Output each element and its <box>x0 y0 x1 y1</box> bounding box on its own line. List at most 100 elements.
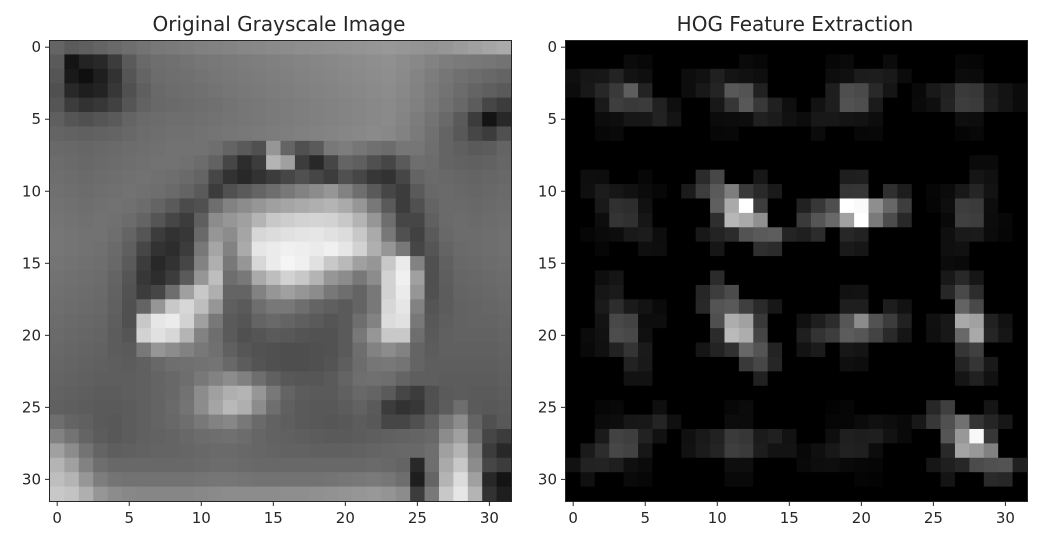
pixel-cell <box>280 54 296 70</box>
pixel-cell <box>496 97 512 113</box>
pixel-cell <box>753 356 769 372</box>
pixel-cell <box>50 126 65 142</box>
pixel-cell <box>64 97 80 113</box>
pixel-cell <box>782 313 797 329</box>
pixel-cell <box>107 169 123 185</box>
pixel-cell <box>338 184 353 199</box>
pixel-cell <box>438 313 454 329</box>
pixel-cell <box>1012 140 1028 156</box>
pixel-cell <box>998 443 1013 459</box>
pixel-cell <box>710 328 725 343</box>
pixel-cell <box>724 472 740 487</box>
pixel-cell <box>165 371 181 387</box>
pixel-cell <box>638 400 653 415</box>
pixel-cell <box>424 342 440 358</box>
pixel-cell <box>453 385 469 401</box>
pixel-cell <box>179 356 195 372</box>
pixel-cell <box>366 256 382 271</box>
pixel-cell <box>50 256 65 271</box>
pixel-cell <box>150 284 166 300</box>
pixel-cell <box>566 472 581 487</box>
pixel-cell <box>738 155 754 171</box>
pixel-cell <box>438 328 454 343</box>
pixel-cell <box>165 443 181 459</box>
pixel-cell <box>926 356 941 372</box>
pixel-cell <box>309 414 325 430</box>
pixel-cell <box>623 284 639 300</box>
pixel-cell <box>150 155 166 171</box>
pixel-cell <box>710 428 725 444</box>
pixel-cell <box>395 457 411 473</box>
pixel-cell <box>78 256 94 271</box>
pixel-cell <box>179 414 195 430</box>
pixel-cell <box>810 198 826 214</box>
pixel-cell <box>50 169 65 185</box>
pixel-cell <box>323 385 339 401</box>
pixel-cell <box>309 241 325 257</box>
pixel-cell <box>724 443 740 459</box>
pixel-cell <box>954 54 970 70</box>
pixel-cell <box>594 313 610 329</box>
pixel-cell <box>194 414 209 430</box>
pixel-cell <box>695 97 711 113</box>
pixel-cell <box>796 112 812 127</box>
pixel-cell <box>911 400 927 415</box>
pixel-cell <box>208 140 224 156</box>
pixel-cell <box>294 112 310 127</box>
pixel-cell <box>150 40 166 55</box>
pixel-cell <box>897 126 913 142</box>
pixel-cell <box>911 256 927 271</box>
pixel-cell <box>681 457 697 473</box>
pixel-cell <box>940 457 956 473</box>
pixel-cell <box>237 342 253 358</box>
pixel-cell <box>179 342 195 358</box>
pixel-cell <box>294 328 310 343</box>
pixel-cell <box>107 371 123 387</box>
pixel-cell <box>309 54 325 70</box>
pixel-cell <box>352 414 368 430</box>
pixel-cell <box>438 284 454 300</box>
pixel-cell <box>580 371 596 387</box>
pixel-cell <box>825 400 841 415</box>
pixel-cell <box>453 428 469 444</box>
pixel-cell <box>796 328 812 343</box>
pixel-cell <box>496 54 512 70</box>
pixel-cell <box>926 212 941 228</box>
pixel-cell <box>194 83 209 99</box>
pixel-cell <box>695 198 711 214</box>
pixel-cell <box>566 299 581 315</box>
pixel-cell <box>50 356 65 372</box>
pixel-cell <box>738 40 754 55</box>
pixel-cell <box>467 68 483 84</box>
pixel-cell <box>1012 299 1028 315</box>
pixel-cell <box>467 486 483 502</box>
pixel-cell <box>323 40 339 55</box>
pixel-cell <box>911 299 927 315</box>
pixel-cell <box>266 184 281 199</box>
pixel-cell <box>194 126 209 142</box>
pixel-cell <box>165 198 181 214</box>
pixel-cell <box>150 342 166 358</box>
pixel-cell <box>64 241 80 257</box>
pixel-cell <box>969 472 985 487</box>
pixel-cell <box>467 284 483 300</box>
pixel-cell <box>839 472 855 487</box>
pixel-cell <box>165 356 181 372</box>
pixel-cell <box>724 169 740 185</box>
pixel-cell <box>294 227 310 243</box>
pixel-cell <box>767 342 783 358</box>
pixel-cell <box>366 313 382 329</box>
pixel-cell <box>482 227 497 243</box>
pixel-cell <box>194 54 209 70</box>
pixel-cell <box>753 256 769 271</box>
pixel-cell <box>136 270 152 286</box>
pixel-cell <box>251 155 267 171</box>
pixel-cell <box>438 428 454 444</box>
pixel-cell <box>381 443 397 459</box>
pixel-cell <box>652 155 668 171</box>
pixel-cell <box>93 184 109 199</box>
pixel-cell <box>695 68 711 84</box>
pixel-cell <box>280 40 296 55</box>
pixel-cell <box>623 54 639 70</box>
pixel-cell <box>566 313 581 329</box>
